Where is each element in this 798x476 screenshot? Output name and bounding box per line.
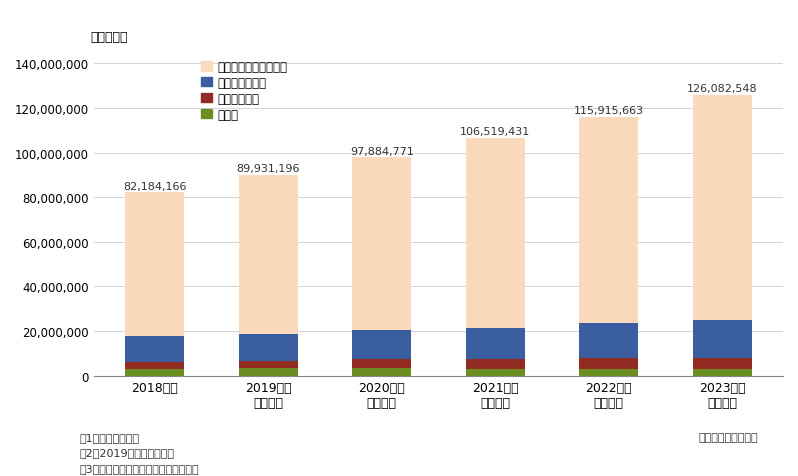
Bar — [125, 337, 184, 362]
Text: （百万円）: （百万円） — [90, 30, 128, 43]
Bar — [579, 369, 638, 376]
Text: 注3．その他にはキャリア決済等を含む: 注3．その他にはキャリア決済等を含む — [80, 463, 200, 473]
Bar — [239, 369, 298, 376]
Bar — [466, 328, 525, 359]
Bar — [579, 118, 638, 324]
Bar — [466, 139, 525, 328]
Legend: クレジットカード決済, プリペイド決済, デビット決済, その他: クレジットカード決済, プリペイド決済, デビット決済, その他 — [196, 56, 292, 126]
Bar — [466, 359, 525, 369]
Text: 89,931,196: 89,931,196 — [236, 164, 300, 174]
Bar — [693, 369, 752, 376]
Bar — [239, 176, 298, 334]
Bar — [352, 359, 411, 368]
Bar — [693, 358, 752, 369]
Bar — [693, 95, 752, 320]
Bar — [125, 362, 184, 369]
Text: 115,915,663: 115,915,663 — [574, 106, 644, 116]
Text: 126,082,548: 126,082,548 — [687, 84, 757, 93]
Text: 82,184,166: 82,184,166 — [123, 181, 187, 191]
Text: 97,884,771: 97,884,771 — [350, 146, 413, 156]
Bar — [352, 158, 411, 330]
Bar — [579, 324, 638, 358]
Bar — [352, 368, 411, 376]
Bar — [693, 320, 752, 358]
Bar — [125, 369, 184, 376]
Bar — [125, 193, 184, 337]
Bar — [352, 330, 411, 359]
Text: 106,519,431: 106,519,431 — [460, 127, 531, 137]
Bar — [239, 334, 298, 361]
Bar — [239, 361, 298, 369]
Text: 注2．2019年度以降予測値: 注2．2019年度以降予測値 — [80, 447, 175, 457]
Text: 矢野経済研究所調べ: 矢野経済研究所調べ — [698, 432, 758, 442]
Bar — [579, 358, 638, 369]
Bar — [466, 369, 525, 376]
Text: 注1．決済額ベース: 注1．決済額ベース — [80, 432, 140, 442]
